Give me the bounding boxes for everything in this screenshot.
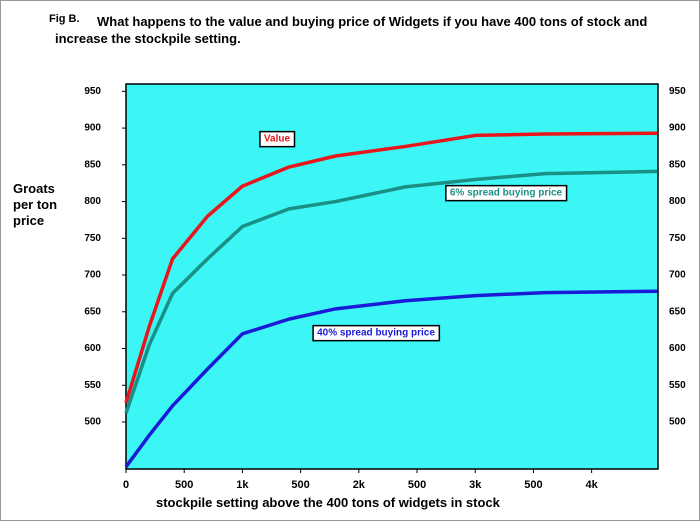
x-tick-label: 1k bbox=[236, 479, 249, 491]
y-tick-label: 600 bbox=[84, 343, 101, 354]
series-label-box bbox=[259, 130, 296, 148]
plot-area bbox=[125, 83, 659, 470]
series-line bbox=[124, 169, 658, 414]
fig-label: Fig B. bbox=[49, 13, 80, 25]
x-axis-label: stockpile setting above the 400 tons of … bbox=[156, 495, 500, 510]
x-tick-label: 500 bbox=[524, 479, 542, 491]
series-label-box bbox=[312, 324, 441, 342]
y2-tick-label: 500 bbox=[669, 417, 686, 428]
y2-tick-label: 900 bbox=[669, 123, 686, 134]
y2-tick-label: 850 bbox=[669, 159, 686, 170]
y2-tick-label: 700 bbox=[669, 270, 686, 281]
series-label-box bbox=[445, 184, 568, 202]
y2-tick-label: 550 bbox=[669, 380, 686, 391]
y-tick-label: 650 bbox=[84, 306, 101, 317]
y-axis-label: Groats per ton price bbox=[13, 181, 58, 228]
series-label: 6% spread buying price bbox=[450, 188, 563, 199]
x-tick-label: 0 bbox=[123, 479, 129, 491]
y2-tick-label: 650 bbox=[669, 306, 686, 317]
y-tick-label: 700 bbox=[84, 270, 101, 281]
series-label: 40% spread buying price bbox=[317, 328, 435, 339]
y-tick-label: 800 bbox=[84, 196, 101, 207]
y-tick-label: 850 bbox=[84, 159, 101, 170]
series-line bbox=[124, 131, 658, 404]
series-line bbox=[124, 289, 658, 468]
x-tick-label: 500 bbox=[291, 479, 309, 491]
y-tick-label: 750 bbox=[84, 233, 101, 244]
x-tick-label: 4k bbox=[586, 479, 599, 491]
y-tick-label: 900 bbox=[84, 123, 101, 134]
y-tick-label: 500 bbox=[84, 417, 101, 428]
x-tick-label: 500 bbox=[175, 479, 193, 491]
series-label: Value bbox=[264, 134, 291, 145]
y2-tick-label: 800 bbox=[669, 196, 686, 207]
y-tick-label: 950 bbox=[84, 86, 101, 97]
y2-tick-label: 750 bbox=[669, 233, 686, 244]
x-tick-label: 2k bbox=[353, 479, 366, 491]
y2-tick-label: 600 bbox=[669, 343, 686, 354]
x-tick-label: 500 bbox=[408, 479, 426, 491]
chart-title: What happens to the value and buying pri… bbox=[55, 14, 648, 46]
y-tick-label: 550 bbox=[84, 380, 101, 391]
x-tick-label: 3k bbox=[469, 479, 482, 491]
y2-tick-label: 950 bbox=[669, 86, 686, 97]
